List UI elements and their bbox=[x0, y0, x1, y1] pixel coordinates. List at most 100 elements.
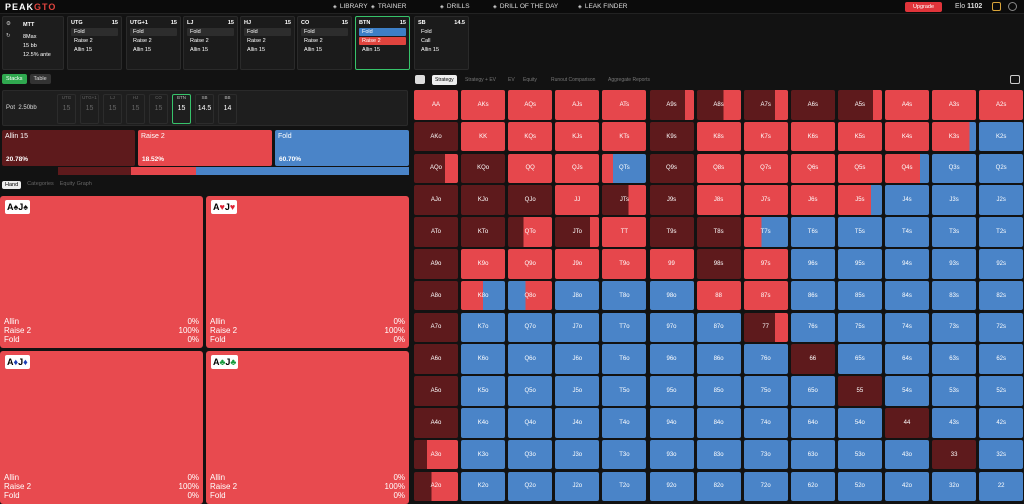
position-btn[interactable]: BTN 15 Fold Raise 2 Allin 15 bbox=[355, 16, 410, 70]
nav-drills[interactable]: ◈ DRILLS bbox=[440, 3, 470, 10]
hand-cell[interactable]: QJs bbox=[555, 153, 600, 184]
hand-cell[interactable]: 74o bbox=[743, 408, 788, 438]
position-co[interactable]: CO 15 Fold Raise 2 Allin 15 bbox=[297, 16, 352, 70]
hand-cell[interactable]: JJ bbox=[555, 185, 600, 215]
action-option[interactable]: Raise 2 bbox=[74, 38, 93, 44]
hand-cell[interactable]: 52o bbox=[837, 471, 882, 502]
hand-cell[interactable]: 99 bbox=[649, 249, 694, 279]
hand-cell[interactable]: J2o bbox=[555, 471, 600, 502]
hand-cell[interactable]: 98o bbox=[649, 280, 694, 311]
hand-cell[interactable]: K3o bbox=[461, 439, 506, 470]
hand-cell[interactable]: 92s bbox=[979, 249, 1024, 279]
hand-cell[interactable]: 94s bbox=[885, 249, 929, 279]
hand-cell[interactable]: 65s bbox=[837, 344, 882, 374]
hand-cell[interactable]: JTs bbox=[602, 185, 647, 215]
action-option[interactable]: Allin 15 bbox=[74, 47, 93, 53]
hand-cell[interactable]: K5o bbox=[461, 376, 506, 406]
hand-cell[interactable]: 42o bbox=[885, 471, 929, 502]
hand-cell[interactable]: K4o bbox=[461, 408, 506, 438]
action-option[interactable]: Raise 2 bbox=[247, 38, 266, 44]
hand-cell[interactable]: KTs bbox=[602, 121, 647, 152]
hand-cell[interactable]: Q9s bbox=[649, 153, 694, 184]
tab-strategy[interactable]: Strategy bbox=[432, 75, 457, 85]
tab-strategy-ev[interactable]: Strategy + EV bbox=[465, 77, 496, 83]
tab-runout-comparison[interactable]: Runout Comparison bbox=[551, 77, 596, 83]
hand-cell[interactable]: 85s bbox=[837, 280, 882, 311]
hand-cell[interactable]: K3s bbox=[932, 121, 977, 152]
hand-cell[interactable]: 33 bbox=[932, 439, 977, 470]
hand-cell[interactable]: J7s bbox=[743, 185, 788, 215]
hand-cell[interactable]: A8o bbox=[414, 280, 458, 311]
hand-cell[interactable]: T7o bbox=[602, 312, 647, 343]
action-option[interactable]: Call bbox=[421, 38, 431, 44]
combo-tile[interactable]: A♦J♦ Allin 0% Raise 2 100% Fold 0% bbox=[0, 351, 203, 504]
hand-cell[interactable]: 43o bbox=[885, 439, 929, 470]
hand-cell[interactable]: Q8s bbox=[696, 153, 741, 184]
action-option[interactable]: Fold bbox=[244, 28, 291, 36]
logo[interactable]: PEAKGTO bbox=[5, 2, 57, 12]
hand-cell[interactable]: J4o bbox=[555, 408, 600, 438]
hand-cell[interactable]: T3o bbox=[602, 439, 647, 470]
hand-cell[interactable]: A2s bbox=[979, 90, 1024, 120]
action-option[interactable]: Fold bbox=[359, 28, 406, 36]
position-utg[interactable]: UTG 15 Fold Raise 2 Allin 15 bbox=[67, 16, 122, 70]
hand-cell[interactable]: J5s bbox=[837, 185, 882, 215]
hand-cell[interactable]: A3s bbox=[932, 90, 977, 120]
hand-cell[interactable]: AQo bbox=[414, 153, 458, 184]
hand-cell[interactable]: 94o bbox=[649, 408, 694, 438]
position-sb[interactable]: SB 14.5 Fold Call Allin 15 bbox=[414, 16, 469, 70]
refresh-icon[interactable]: ↻ bbox=[6, 33, 11, 39]
hand-cell[interactable]: QJo bbox=[508, 185, 553, 215]
hand-cell[interactable]: T6s bbox=[790, 217, 835, 247]
hand-cell[interactable]: K7o bbox=[461, 312, 506, 343]
action-option[interactable]: Raise 2 bbox=[359, 37, 406, 45]
hand-cell[interactable]: 92o bbox=[649, 471, 694, 502]
hand-cell[interactable]: Q2s bbox=[979, 153, 1024, 184]
seat-lj[interactable]: LJ 15 bbox=[103, 94, 122, 124]
hand-cell[interactable]: 62s bbox=[979, 344, 1024, 374]
hand-cell[interactable]: K9o bbox=[461, 249, 506, 279]
hand-cell[interactable]: 76s bbox=[790, 312, 835, 343]
action-option[interactable]: Fold bbox=[187, 28, 234, 36]
upgrade-button[interactable]: Upgrade bbox=[905, 2, 942, 12]
hand-cell[interactable]: J6o bbox=[555, 344, 600, 374]
hand-cell[interactable]: A8s bbox=[696, 90, 741, 120]
hand-cell[interactable]: 75s bbox=[837, 312, 882, 343]
hand-cell[interactable]: 88 bbox=[696, 280, 741, 311]
hand-cell[interactable]: 73s bbox=[932, 312, 977, 343]
hand-cell[interactable]: KQs bbox=[508, 121, 553, 152]
hand-cell[interactable]: 95s bbox=[837, 249, 882, 279]
hand-cell[interactable]: 52s bbox=[979, 376, 1024, 406]
hand-cell[interactable]: 32s bbox=[979, 439, 1024, 470]
hand-cell[interactable]: Q5s bbox=[837, 153, 882, 184]
tab-hand[interactable]: Hand bbox=[2, 181, 22, 189]
hand-cell[interactable]: J9s bbox=[649, 185, 694, 215]
strategy-raise-2[interactable]: Raise 2 18.52% bbox=[138, 130, 272, 166]
hand-cell[interactable]: 93s bbox=[932, 249, 977, 279]
hand-cell[interactable]: 86s bbox=[790, 280, 835, 311]
hand-cell[interactable]: J8s bbox=[696, 185, 741, 215]
hand-cell[interactable]: J9o bbox=[555, 249, 600, 279]
hand-cell[interactable]: T9o bbox=[602, 249, 647, 279]
hand-cell[interactable]: A4o bbox=[414, 408, 458, 438]
hand-cell[interactable]: 84s bbox=[885, 280, 929, 311]
game-settings[interactable]: ⚙ ↻ MTT 8Max 15 bb 12.5% ante bbox=[2, 16, 64, 70]
hand-cell[interactable]: 42s bbox=[979, 408, 1024, 438]
action-option[interactable]: Fold bbox=[71, 28, 118, 36]
position-hj[interactable]: HJ 15 Fold Raise 2 Allin 15 bbox=[240, 16, 295, 70]
hand-cell[interactable]: J4s bbox=[885, 185, 929, 215]
hand-cell[interactable]: A6o bbox=[414, 344, 458, 374]
tab-table[interactable]: Table bbox=[29, 74, 51, 84]
hand-cell[interactable]: 64o bbox=[790, 408, 835, 438]
hand-cell[interactable]: A9o bbox=[414, 249, 458, 279]
settings-icon[interactable]: ⚙ bbox=[6, 21, 11, 27]
hand-cell[interactable]: K6s bbox=[790, 121, 835, 152]
hand-cell[interactable]: K7s bbox=[743, 121, 788, 152]
hand-cell[interactable]: 63o bbox=[790, 439, 835, 470]
hand-cell[interactable]: T7s bbox=[743, 217, 788, 247]
hand-cell[interactable]: Q4o bbox=[508, 408, 553, 438]
hand-cell[interactable]: A5o bbox=[414, 376, 458, 406]
hand-cell[interactable]: 86o bbox=[696, 344, 741, 374]
hand-cell[interactable]: K2s bbox=[979, 121, 1024, 152]
hand-cell[interactable]: A3o bbox=[414, 439, 458, 470]
